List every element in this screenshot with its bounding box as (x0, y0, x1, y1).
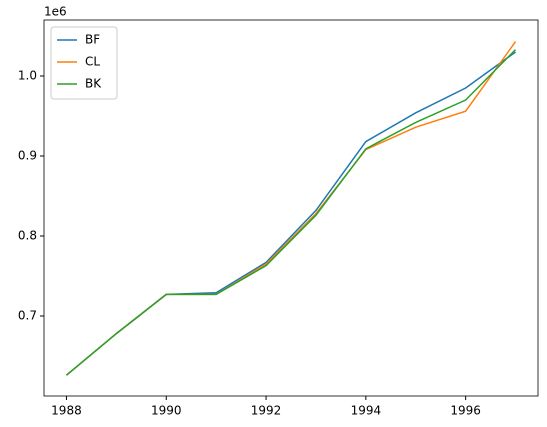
legend-box (50, 26, 118, 100)
legend-label: BK (85, 77, 102, 91)
legend-label: CL (85, 55, 100, 69)
series-line (65, 41, 517, 376)
x-tick-label: 1990 (151, 404, 182, 418)
series-line (65, 51, 516, 376)
y-tick-label: 0.9 (18, 149, 37, 163)
x-tick-label: 1992 (251, 404, 282, 418)
plot-frame (43, 19, 539, 397)
y-tick-label: 0.7 (18, 309, 37, 323)
y-tick-label: 0.8 (18, 229, 37, 243)
y-tick-label: 1.0 (18, 69, 37, 83)
legend-label: BF (85, 33, 100, 47)
offset-label: 1e6 (44, 5, 67, 19)
x-tick-label: 1988 (51, 404, 82, 418)
series-line (65, 49, 517, 376)
x-tick-label: 1994 (351, 404, 382, 418)
x-tick-label: 1996 (450, 404, 481, 418)
